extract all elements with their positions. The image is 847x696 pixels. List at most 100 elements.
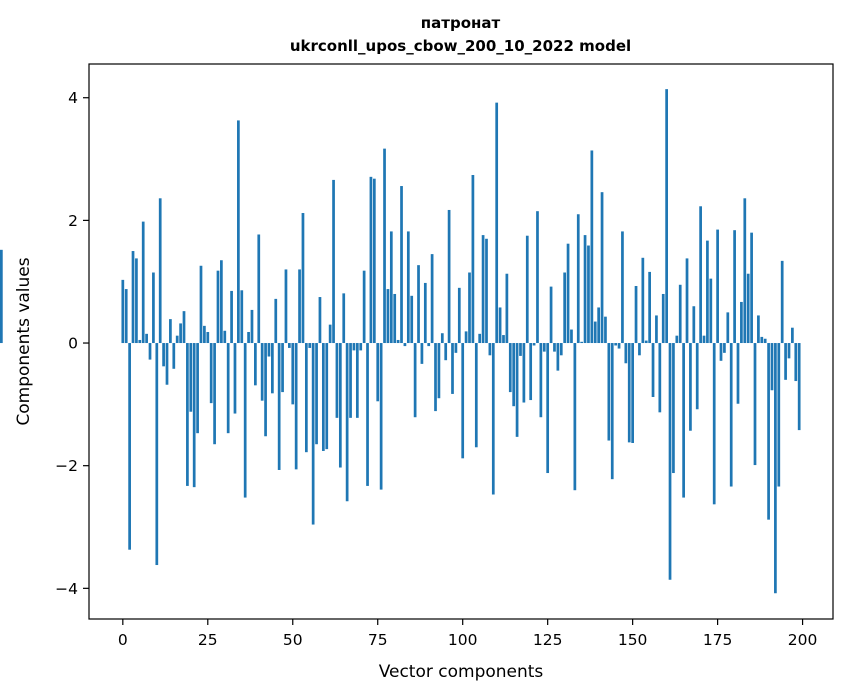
- bar-118: [522, 343, 526, 403]
- bar-39: [254, 343, 257, 386]
- x-axis-label: Vector components: [379, 662, 544, 682]
- bar-115: [512, 343, 516, 407]
- x-tick-label-125: 125: [533, 631, 563, 649]
- bar-151: [634, 286, 638, 344]
- bar-195: [784, 343, 787, 380]
- bar-128: [556, 343, 560, 371]
- bar-166: [685, 258, 689, 344]
- bar-143: [607, 343, 611, 441]
- bar-168: [692, 306, 696, 344]
- chart-title-line1: патронат: [421, 14, 501, 32]
- y-tick-label--2: −2: [55, 457, 78, 475]
- bar-31: [226, 343, 230, 434]
- x-tick-label-100: 100: [448, 631, 478, 649]
- bar-163: [675, 335, 679, 344]
- bar-132: [570, 329, 573, 344]
- bar-158: [658, 343, 662, 413]
- bar-87: [417, 265, 420, 344]
- y-tick-label-4: 4: [68, 89, 78, 107]
- bar-117: [519, 343, 522, 356]
- bar-37: [247, 331, 250, 344]
- bar-97: [451, 343, 454, 394]
- bar-19: [186, 343, 189, 486]
- bar-153: [641, 257, 645, 344]
- bar-9: [152, 272, 155, 344]
- bar-40: [257, 234, 261, 344]
- bar-110: [495, 102, 499, 344]
- bar-11: [158, 198, 162, 344]
- y-axis-ticks: −4 −2 0 2 4: [55, 89, 89, 598]
- x-tick-label-200: 200: [788, 631, 818, 649]
- bar-26: [209, 343, 213, 404]
- bar-23: [199, 265, 203, 344]
- bar-164: [678, 284, 682, 344]
- bar-134: [576, 214, 580, 344]
- bar-123: [539, 343, 543, 418]
- bar-41: [260, 343, 264, 401]
- bar-116: [515, 343, 519, 437]
- bar-111: [498, 307, 502, 344]
- bar-160: [665, 89, 668, 344]
- bar-89: [423, 282, 427, 344]
- bar-77: [383, 148, 386, 344]
- bar-167: [689, 343, 692, 431]
- bar-36: [243, 343, 247, 498]
- bar-103: [471, 175, 475, 344]
- bar-78: [386, 289, 390, 344]
- bar-178: [726, 312, 730, 344]
- bar-152: [638, 343, 641, 356]
- bar-79: [389, 231, 393, 344]
- bar-182: [740, 301, 743, 344]
- bar-197: [791, 327, 794, 344]
- bar-56: [311, 343, 315, 525]
- y-axis-label: Components values: [14, 257, 34, 425]
- bar-157: [655, 315, 658, 344]
- plot-frame: [88, 63, 834, 620]
- bar-199: [797, 343, 801, 431]
- bar-2: [128, 343, 131, 550]
- bar-84: [406, 231, 410, 344]
- bar-42: [264, 343, 267, 437]
- x-tick-label-0: 0: [118, 631, 128, 649]
- bar-96: [447, 209, 451, 344]
- bar-30: [223, 330, 227, 344]
- bar-32: [230, 290, 233, 344]
- x-tick-label-25: 25: [198, 631, 218, 649]
- bar-4: [135, 258, 138, 344]
- bar-124: [542, 343, 546, 352]
- bar-192: [774, 343, 777, 594]
- bar-149: [627, 343, 631, 443]
- bar-0: [121, 279, 125, 344]
- bar-34: [237, 120, 240, 344]
- bar-107: [485, 238, 488, 344]
- bar-33: [233, 343, 237, 414]
- bar-130: [563, 272, 567, 344]
- bar-174: [712, 343, 716, 505]
- bar-194: [780, 260, 784, 344]
- bar-75: [376, 343, 380, 402]
- bar-138: [590, 150, 594, 344]
- bar-76: [379, 343, 383, 490]
- bar-46: [277, 343, 281, 470]
- bar-129: [559, 343, 563, 356]
- x-tick-label-50: 50: [283, 631, 303, 649]
- bar-12: [162, 343, 165, 367]
- bar-18: [182, 311, 186, 344]
- bar-99: [457, 287, 461, 344]
- bar-93: [437, 343, 441, 399]
- bar-81: [396, 339, 400, 344]
- bar-141: [600, 192, 604, 344]
- bar-193: [777, 343, 781, 487]
- chart-title-line2: ukrconll_upos_cbow_200_10_2022 model: [290, 37, 631, 55]
- bar-112: [502, 335, 505, 344]
- bar-196: [787, 343, 791, 359]
- bar-74: [372, 178, 376, 344]
- bar-146: [617, 343, 621, 349]
- bar-14: [169, 319, 172, 344]
- bar-136: [583, 235, 587, 344]
- bar-28: [216, 270, 220, 344]
- bar-121: [532, 343, 536, 346]
- x-tick-label-150: 150: [618, 631, 648, 649]
- bar-48: [284, 269, 288, 344]
- bar-65: [342, 293, 346, 344]
